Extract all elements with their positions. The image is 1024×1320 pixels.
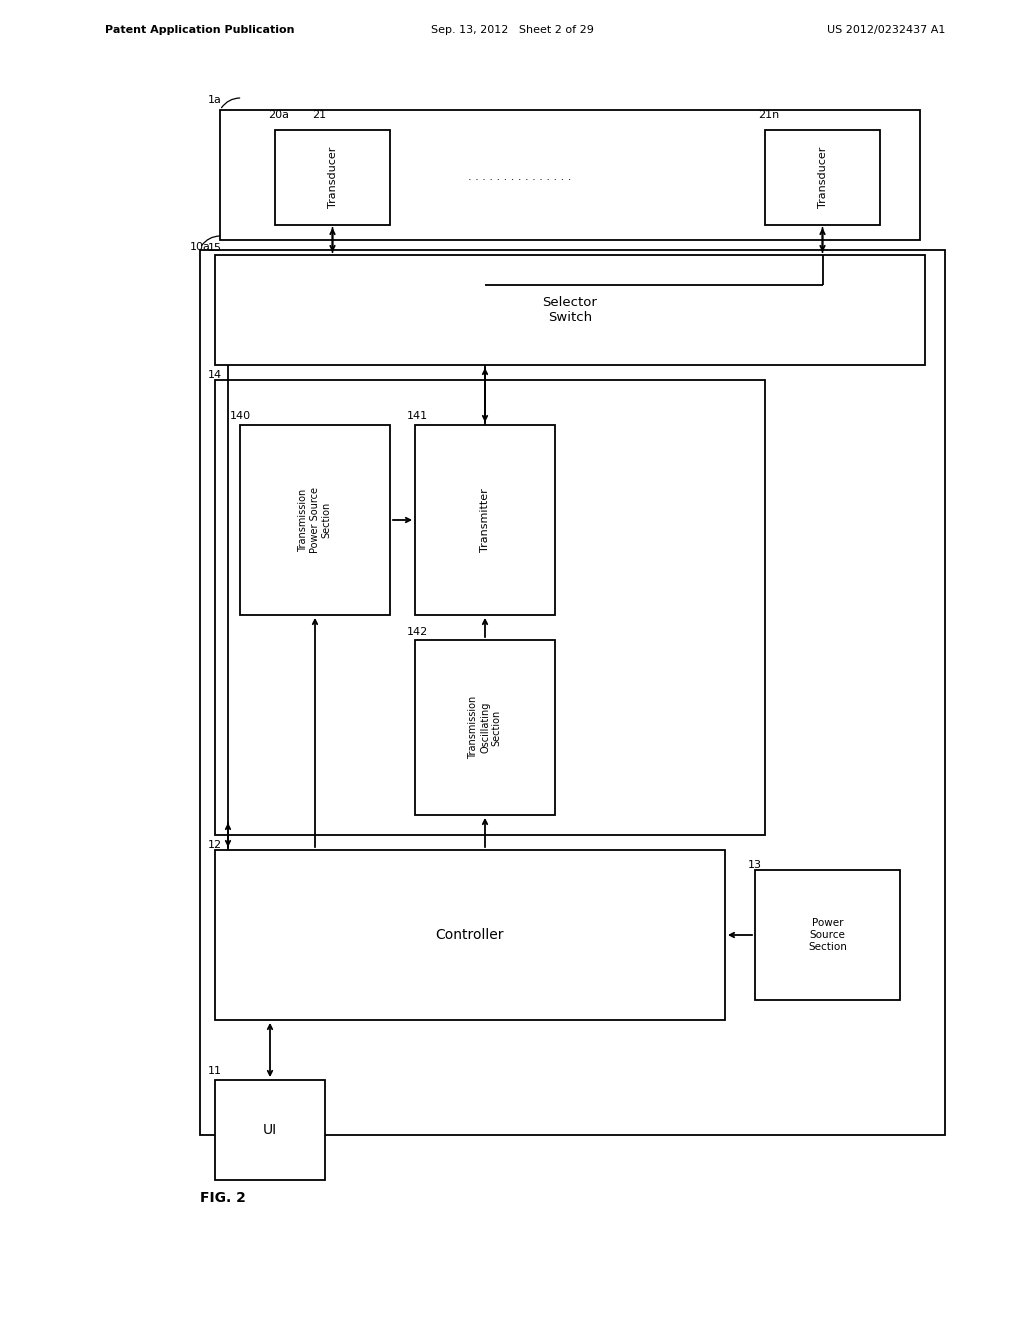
Bar [215,850,725,1020]
Text: 13: 13 [748,861,762,870]
Text: 21n: 21n [758,110,779,120]
Text: 10a: 10a [190,242,211,252]
Bar [220,110,920,240]
Text: 20a: 20a [268,110,289,120]
Text: US 2012/0232437 A1: US 2012/0232437 A1 [826,25,945,36]
Text: 15: 15 [208,243,222,253]
Bar [215,255,925,366]
Text: 1a: 1a [208,95,222,106]
Bar [415,425,555,615]
Text: 140: 140 [230,411,251,421]
Bar [765,129,880,224]
Text: UI: UI [263,1123,278,1137]
Text: Transducer: Transducer [328,147,338,209]
Bar [215,1080,325,1180]
Text: Selector
Switch: Selector Switch [543,296,597,323]
Text: 12: 12 [208,840,222,850]
Text: 14: 14 [208,370,222,380]
Text: Transmission
Oscillating
Section: Transmission Oscillating Section [468,696,502,759]
Text: Power
Source
Section: Power Source Section [808,919,847,952]
Text: Transmission
Power Source
Section: Transmission Power Source Section [298,487,332,553]
Bar [755,870,900,1001]
Text: Controller: Controller [436,928,504,942]
Bar [415,640,555,814]
Bar [200,249,945,1135]
Bar [275,129,390,224]
Bar [215,380,765,836]
Text: 141: 141 [407,411,428,421]
Text: . . . . . . . . . . . . . . .: . . . . . . . . . . . . . . . [468,172,571,182]
Text: FIG. 2: FIG. 2 [200,1191,246,1205]
Text: Transducer: Transducer [817,147,827,209]
Text: Transmitter: Transmitter [480,488,490,552]
Text: Patent Application Publication: Patent Application Publication [105,25,295,36]
Text: Sep. 13, 2012   Sheet 2 of 29: Sep. 13, 2012 Sheet 2 of 29 [430,25,594,36]
Bar [240,425,390,615]
Text: 21: 21 [312,110,326,120]
Text: 142: 142 [407,627,428,638]
Text: 11: 11 [208,1067,222,1076]
